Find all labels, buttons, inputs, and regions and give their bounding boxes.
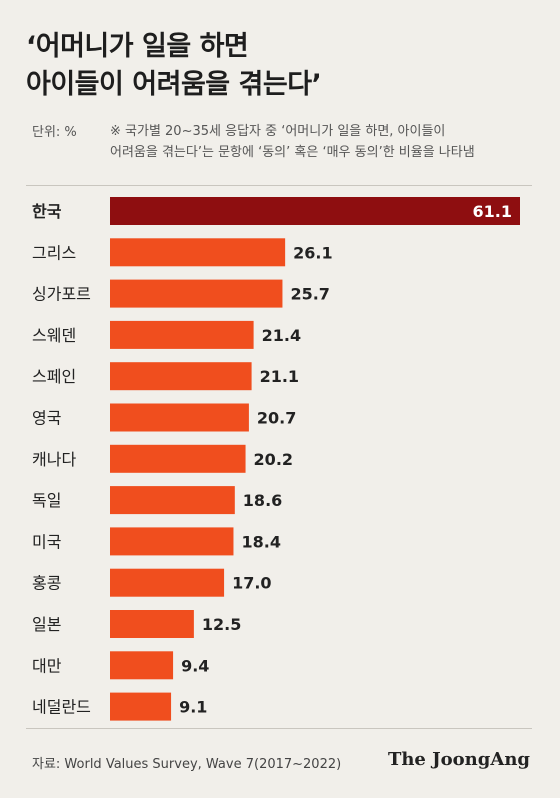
value-label: 20.7 xyxy=(257,409,296,428)
category-label: 네덜란드 xyxy=(32,698,91,717)
footnote-line-2: 어려움을 겪는다’는 문항에 ‘동의’ 혹은 ‘매우 동의’한 비율을 나타냄 xyxy=(110,145,475,160)
category-label: 대만 xyxy=(32,656,62,675)
value-label: 20.2 xyxy=(254,450,293,469)
value-label: 18.4 xyxy=(241,532,280,551)
value-label: 26.1 xyxy=(293,243,332,262)
value-label: 18.6 xyxy=(243,491,282,510)
value-label: 25.7 xyxy=(290,285,329,304)
title-line-1: ‘어머니가 일을 하면 xyxy=(26,31,249,62)
bar xyxy=(110,568,225,597)
bar xyxy=(110,610,194,638)
chart-title: ‘어머니가 일을 하면 아이들이 어려움을 겪는다’ xyxy=(26,28,546,104)
bar xyxy=(110,486,235,515)
category-label: 그리스 xyxy=(32,243,76,262)
category-label: 캐나다 xyxy=(32,450,76,469)
top-divider xyxy=(26,185,532,186)
category-label: 홍콩 xyxy=(32,574,61,593)
category-label: 스페인 xyxy=(32,367,76,386)
bar xyxy=(110,362,252,391)
value-label: 12.5 xyxy=(202,615,241,634)
value-label: 61.1 xyxy=(473,202,512,221)
category-label: 영국 xyxy=(32,409,61,428)
bar xyxy=(110,692,172,721)
bar xyxy=(110,320,254,349)
value-label: 21.1 xyxy=(260,367,299,386)
title-line-2: 아이들이 어려움을 겪는다’ xyxy=(26,69,322,100)
publisher-logo: The JoongAng xyxy=(387,749,530,770)
bottom-divider xyxy=(26,728,532,729)
bar xyxy=(110,651,174,680)
category-label: 스웨덴 xyxy=(32,326,76,345)
category-label: 싱가포르 xyxy=(32,285,91,304)
value-label: 9.1 xyxy=(179,698,207,717)
bar xyxy=(110,527,234,556)
category-label: 독일 xyxy=(32,491,61,510)
category-label: 미국 xyxy=(32,532,61,551)
category-label: 한국 xyxy=(32,202,62,221)
source-credit: 자료: World Values Survey, Wave 7(2017~202… xyxy=(32,757,342,772)
unit-label: 단위: % xyxy=(32,125,77,140)
bar xyxy=(110,279,283,308)
footnote: ※ 국가별 20~35세 응답자 중 ‘어머니가 일을 하면, 아이들이 어려움… xyxy=(110,121,545,163)
value-label: 9.4 xyxy=(181,656,209,675)
category-label: 일본 xyxy=(32,615,61,634)
bar xyxy=(110,403,249,432)
bar xyxy=(110,444,246,473)
bar xyxy=(110,197,520,225)
footnote-line-1: ※ 국가별 20~35세 응답자 중 ‘어머니가 일을 하면, 아이들이 xyxy=(110,124,446,139)
value-label: 21.4 xyxy=(262,326,301,345)
value-label: 17.0 xyxy=(232,574,271,593)
bar xyxy=(110,238,286,267)
